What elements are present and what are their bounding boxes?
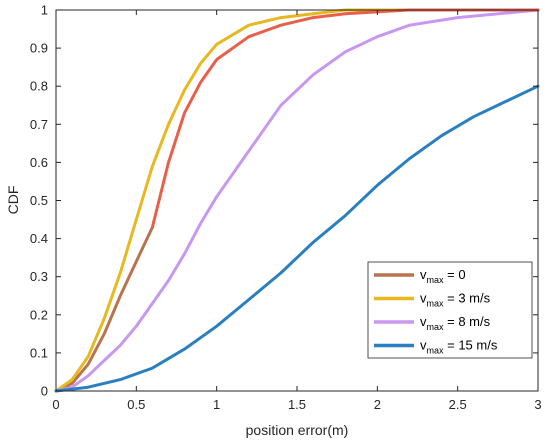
legend-box [367,261,533,359]
y-tick-label-6: 0.6 [30,155,48,170]
x-tick-label-3: 1.5 [288,397,306,412]
series-line-0 [54,225,154,393]
y-tick-label-7: 0.7 [30,117,48,132]
x-tick-label-4: 2 [374,397,381,412]
y-tick-label-9: 0.9 [30,41,48,56]
legend-label-1: vmax = 3 m/s [420,291,491,309]
y-tick-label-8: 0.8 [30,79,48,94]
x-tick-label-2: 1 [213,397,220,412]
series-line-4 [150,8,540,229]
x-tick-label-0: 0 [52,397,59,412]
legend-label-3: vmax = 15 m/s [420,338,498,356]
x-axis-title: position error(m) [246,422,349,438]
y-tick-label-10: 1 [41,3,48,18]
y-tick-label-0: 0 [41,384,48,399]
series-line-2 [54,8,540,393]
x-tick-labels: 0 0.5 1 1.5 2 2.5 3 [52,397,541,412]
axis-ticks [55,9,539,392]
y-tick-label-3: 0.3 [30,269,48,284]
x-tick-label-1: 0.5 [127,397,145,412]
legend-label-2: vmax = 8 m/s [420,314,491,332]
y-tick-label-4: 0.4 [30,231,48,246]
x-tick-label-5: 2.5 [449,397,467,412]
legend-label-0: vmax = 0 [420,267,466,285]
x-tick-label-6: 3 [534,397,541,412]
y-tick-labels: 0 0.1 0.2 0.3 0.4 0.5 0.6 0.7 0.8 0.9 1 [30,3,48,399]
series-line-3 [54,84,540,393]
y-axis-title: CDF [5,186,21,215]
legend: vmax = 0 vmax = 3 m/s vmax = 8 m/s vmax = 1… [367,261,533,359]
y-tick-label-1: 0.1 [30,345,48,360]
y-tick-label-5: 0.5 [30,193,48,208]
y-tick-label-2: 0.2 [30,307,48,322]
